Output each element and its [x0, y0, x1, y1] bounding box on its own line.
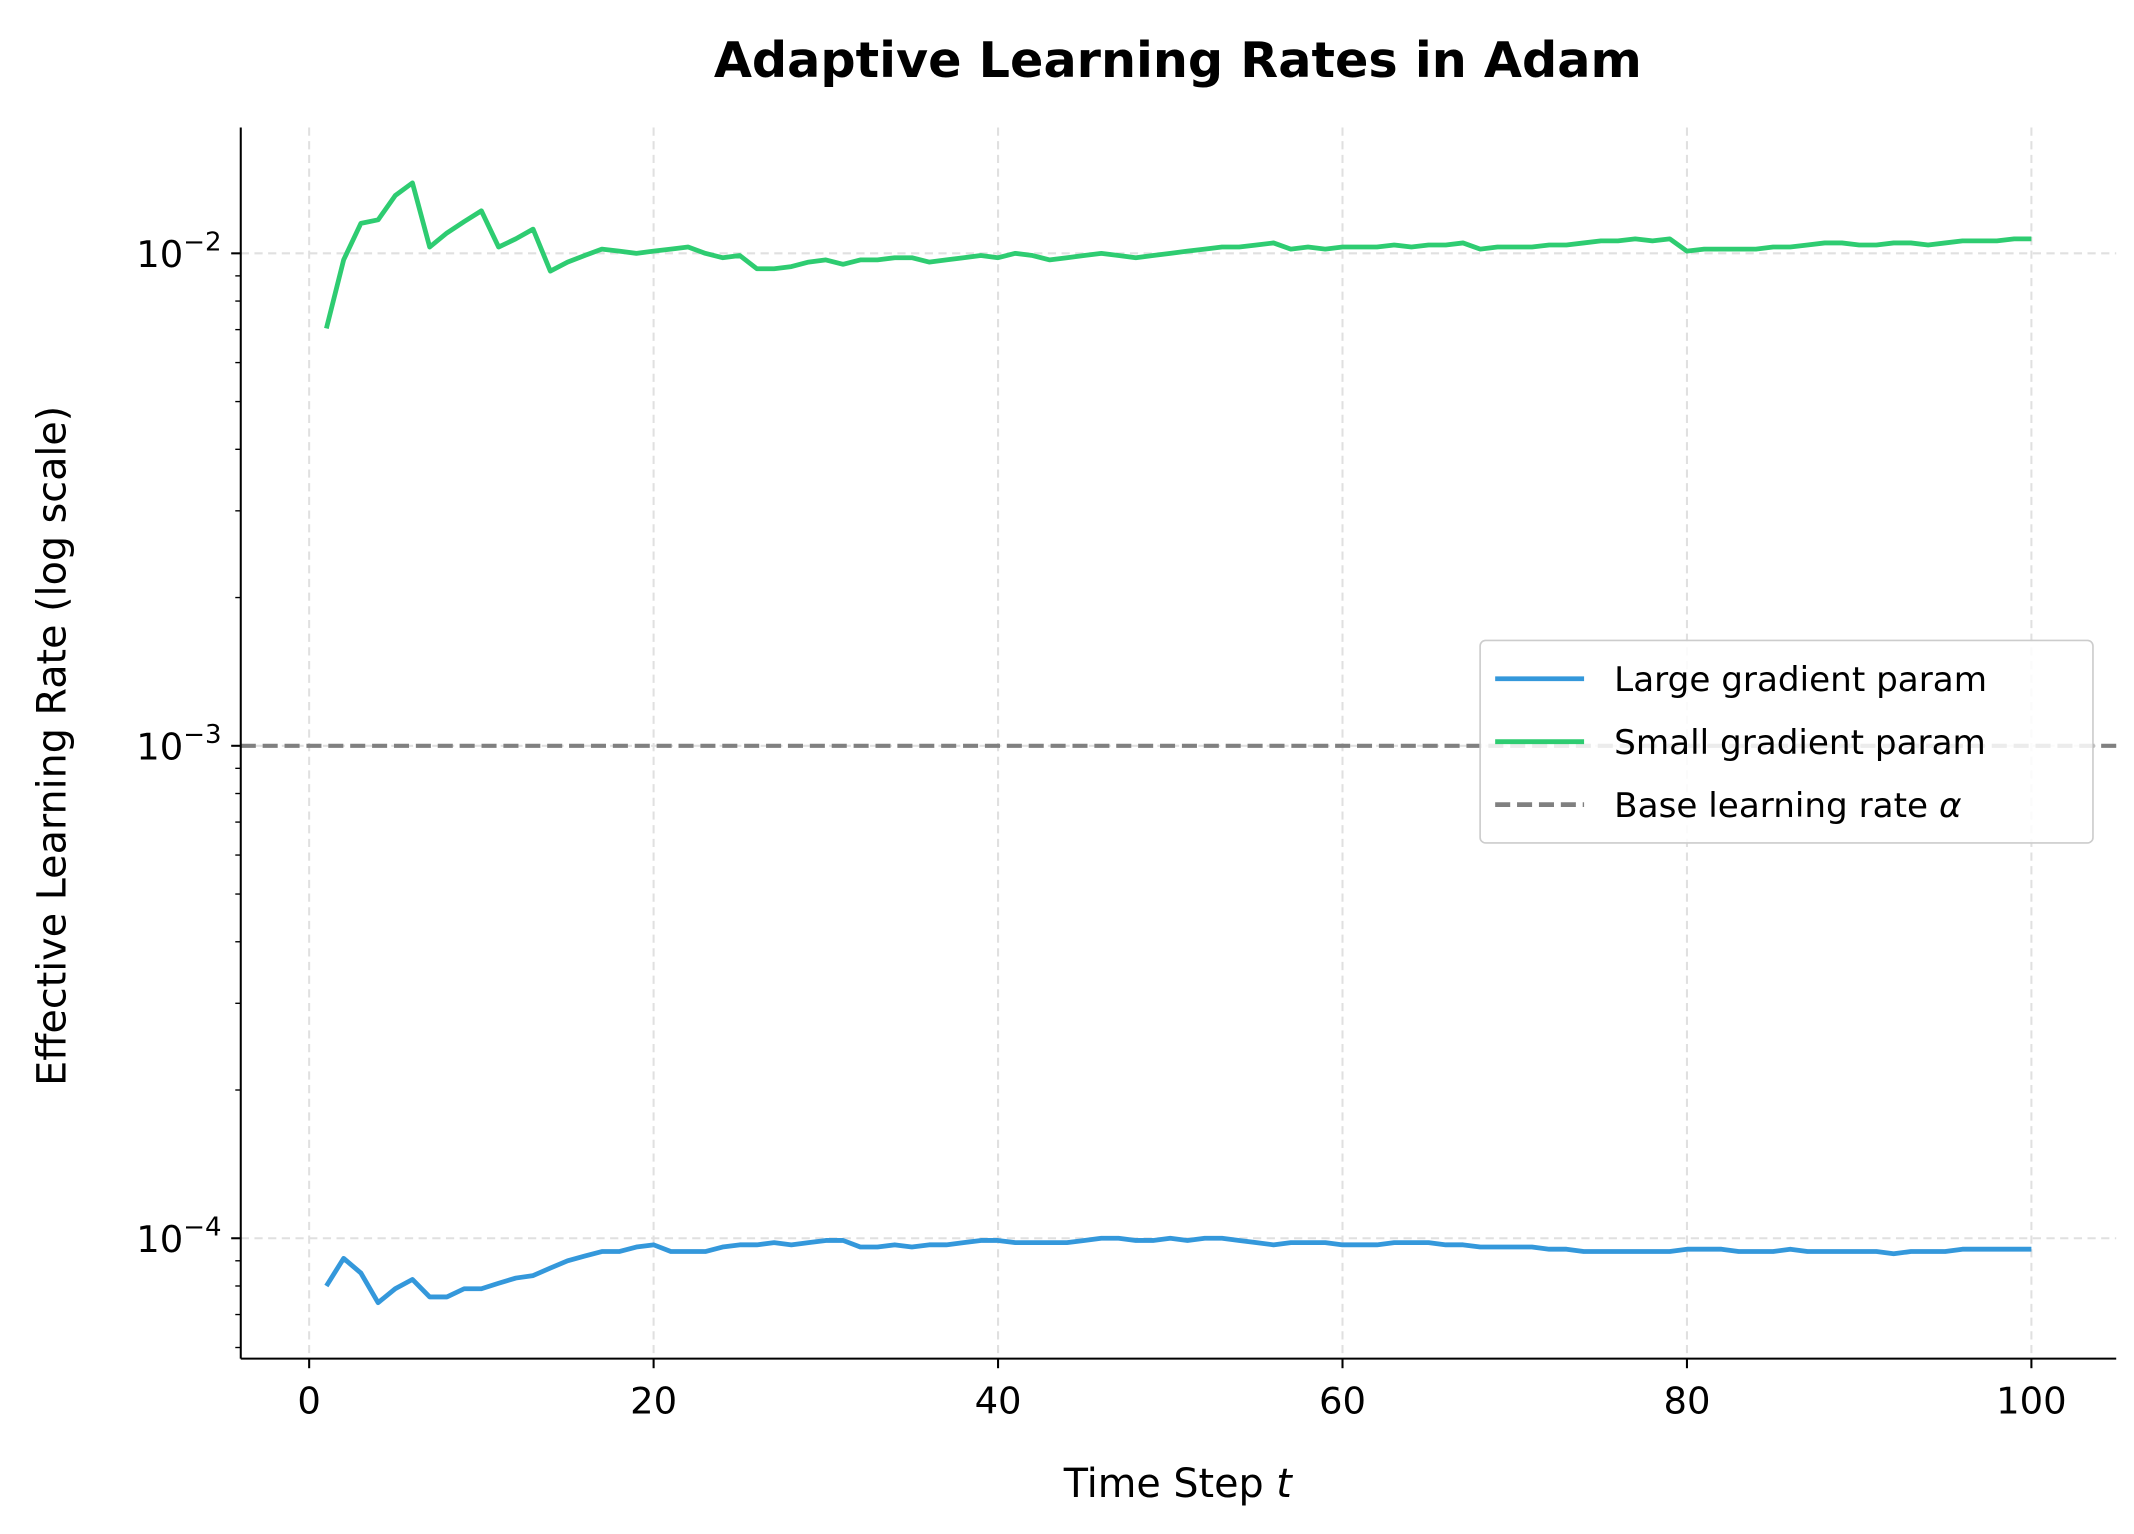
y-tick-label: 10−4	[136, 1213, 221, 1261]
legend-box	[1479, 639, 2094, 844]
x-tick-label: 0	[297, 1379, 320, 1422]
legend-label: Large gradient param	[1614, 660, 1987, 700]
series-lines	[324, 180, 2032, 1306]
series-line-large-gradient-param	[324, 1235, 2032, 1306]
x-tick-label: 80	[1663, 1379, 1710, 1422]
legend-label: Base learning rate α	[1614, 786, 1962, 826]
x-tick-label: 40	[975, 1379, 1022, 1422]
x-axis-label: Time Step t	[1063, 1461, 1294, 1507]
y-tick-label: 10−3	[136, 720, 221, 768]
legend: Large gradient param Small gradient param…	[1479, 639, 2094, 844]
axes: 0 20 40 60 80 100 10−2 10−3 10−4	[136, 127, 2117, 1422]
chart-title: Adaptive Learning Rates in Adam	[714, 31, 1642, 89]
x-tick-label: 20	[630, 1379, 677, 1422]
y-tick-label: 10−2	[136, 228, 221, 276]
series-line-small-gradient-param	[324, 180, 2032, 330]
x-tick-label: 100	[1996, 1379, 2066, 1422]
y-axis-label: Effective Learning Rate (log scale)	[30, 406, 76, 1086]
legend-label: Small gradient param	[1614, 723, 1986, 763]
x-tick-label: 60	[1319, 1379, 1366, 1422]
